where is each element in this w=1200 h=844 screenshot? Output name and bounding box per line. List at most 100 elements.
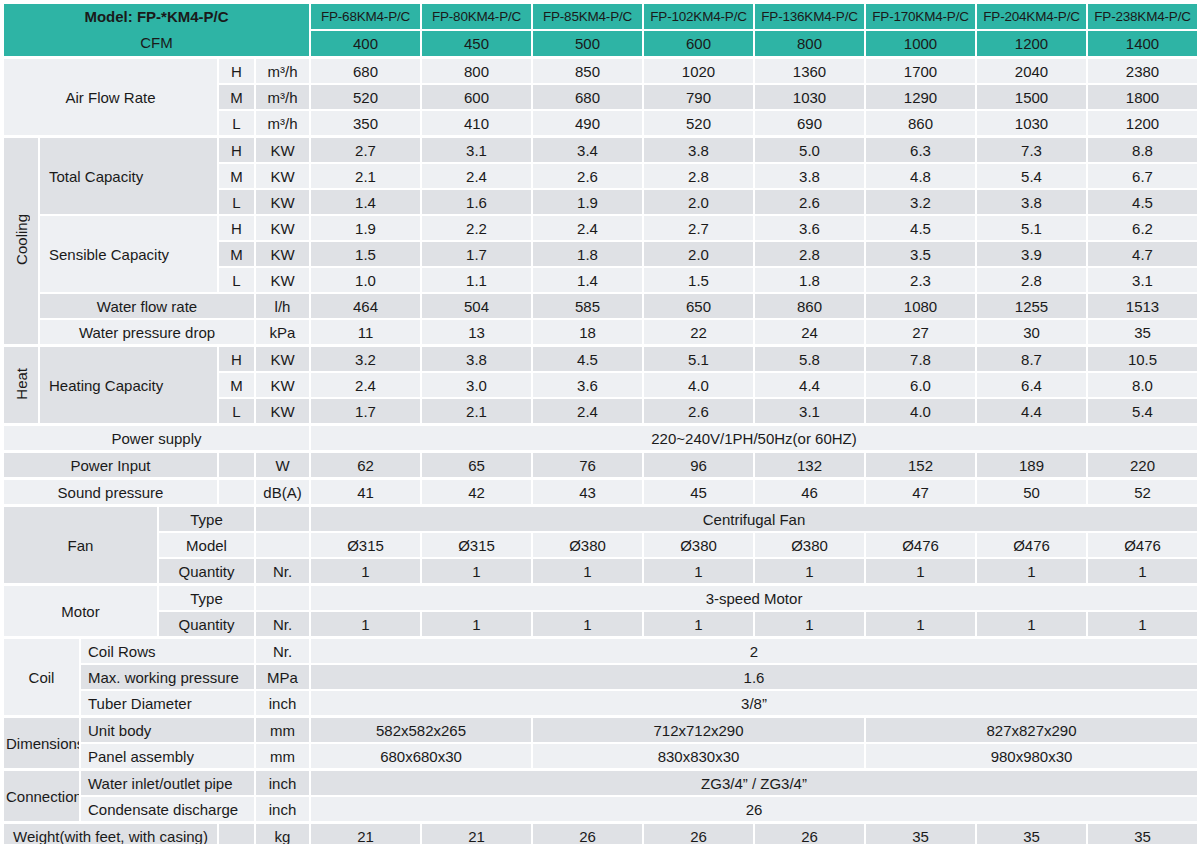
- value-cell: 26: [643, 823, 754, 844]
- value-cell: 7.3: [976, 137, 1087, 164]
- value-cell: 7.8: [865, 346, 976, 373]
- value-cell: 220: [1087, 452, 1198, 479]
- value-cell: 410: [421, 110, 532, 137]
- value-cell: 41: [310, 479, 421, 506]
- table-row-cooling-sensible-capacity-h: Sensible CapacityHKW1.92.22.42.73.64.55.…: [3, 215, 1198, 241]
- value-cell: 1030: [754, 84, 865, 110]
- speed-cell: M: [218, 84, 255, 110]
- value-cell: 6.4: [976, 372, 1087, 398]
- value-cell: 4.4: [754, 372, 865, 398]
- speed-cell: H: [218, 137, 255, 164]
- value-cell: 21: [421, 823, 532, 844]
- table-row-fan-quantity: QuantityNr.11111111: [3, 558, 1198, 585]
- value-cell: 2.2: [421, 215, 532, 241]
- value-cell: 13: [421, 319, 532, 346]
- row-label: Max. working pressure: [80, 664, 255, 690]
- value-cell: 27: [865, 319, 976, 346]
- group-label: Motor: [3, 585, 158, 638]
- value-cell: 1: [865, 611, 976, 638]
- unit-cell: dB(A): [255, 479, 310, 506]
- unit-cell: m³/h: [255, 58, 310, 85]
- value-cell: 5.4: [1087, 398, 1198, 425]
- value-cell: 62: [310, 452, 421, 479]
- unit-cell: KW: [255, 241, 310, 267]
- model-header-block: Model: FP-*KM4-P/C CFM: [3, 3, 310, 58]
- value-cell: 2.4: [310, 372, 421, 398]
- value-cell: 680: [532, 84, 643, 110]
- value-cell: 1: [310, 558, 421, 585]
- table-row-air-flow-rate-h: Air Flow RateHm³/h6808008501020136017002…: [3, 58, 1198, 85]
- value-cell: 1.1: [421, 267, 532, 293]
- unit-cell: kPa: [255, 319, 310, 346]
- cfm-value-cell: 1000: [865, 30, 976, 58]
- table-row-motor-quantity: QuantityNr.11111111: [3, 611, 1198, 638]
- table-row-sound-pressure: Sound pressuredB(A)4142434546475052: [3, 479, 1198, 506]
- rotated-group-label-text: Heat: [14, 368, 29, 400]
- table-row-motor-type: MotorType3-speed Motor: [3, 585, 1198, 612]
- value-cell: 1: [643, 611, 754, 638]
- unit-cell: KW: [255, 398, 310, 425]
- merged-value-cell: 582x582x265: [310, 717, 532, 744]
- value-cell: 8.8: [1087, 137, 1198, 164]
- value-cell: 1.5: [310, 241, 421, 267]
- value-cell: 35: [1087, 823, 1198, 844]
- value-cell: 1800: [1087, 84, 1198, 110]
- value-cell: 1: [310, 611, 421, 638]
- cfm-row-label: CFM: [4, 30, 309, 56]
- value-cell: 96: [643, 452, 754, 479]
- value-cell: 1: [865, 558, 976, 585]
- value-cell: 860: [865, 110, 976, 137]
- value-cell: 42: [421, 479, 532, 506]
- unit-cell: KW: [255, 137, 310, 164]
- table-row-connection-water-inlet-outlet-pipe: ConnectionWater inlet/outlet pipeinchZG3…: [3, 770, 1198, 797]
- value-cell: 1513: [1087, 293, 1198, 319]
- value-cell: Ø476: [1087, 532, 1198, 558]
- unit-cell: KW: [255, 372, 310, 398]
- value-cell: 1.7: [421, 241, 532, 267]
- value-cell: 1: [1087, 611, 1198, 638]
- unit-cell: inch: [255, 796, 310, 823]
- value-cell: 3.8: [976, 189, 1087, 215]
- cfm-value-cell: 450: [421, 30, 532, 58]
- value-cell: 3.1: [754, 398, 865, 425]
- model-column-header: FP-136KM4-P/C: [754, 3, 865, 30]
- unit-cell: KW: [255, 215, 310, 241]
- value-cell: 4.4: [976, 398, 1087, 425]
- speed-cell: H: [218, 215, 255, 241]
- value-cell: 1.5: [643, 267, 754, 293]
- value-cell: 10.5: [1087, 346, 1198, 373]
- table-row-coil-rows: CoilCoil RowsNr.2: [3, 638, 1198, 665]
- value-cell: 1.4: [310, 189, 421, 215]
- value-cell: 50: [976, 479, 1087, 506]
- cfm-value-cell: 1200: [976, 30, 1087, 58]
- table-row-cooling-total-capacity-h: CoolingTotal CapacityHKW2.73.13.43.85.06…: [3, 137, 1198, 164]
- value-cell: 1: [1087, 558, 1198, 585]
- value-cell: 2.8: [643, 163, 754, 189]
- value-cell: 5.8: [754, 346, 865, 373]
- group-label: Coil: [3, 638, 80, 717]
- row-label: Tuber Diameter: [80, 690, 255, 717]
- value-cell: 2.4: [421, 163, 532, 189]
- value-cell: 790: [643, 84, 754, 110]
- value-cell: 4.0: [865, 398, 976, 425]
- value-cell: 1: [421, 558, 532, 585]
- value-cell: 4.0: [643, 372, 754, 398]
- cfm-value-cell: 600: [643, 30, 754, 58]
- group-label: Cooling: [3, 137, 39, 346]
- value-cell: 6.7: [1087, 163, 1198, 189]
- table-row-power-supply: Power supply220~240V/1PH/50Hz(or 60HZ): [3, 425, 1198, 452]
- merged-value-cell: 980x980x30: [865, 743, 1198, 770]
- speed-cell: M: [218, 163, 255, 189]
- speed-cell: L: [218, 189, 255, 215]
- value-cell: 1500: [976, 84, 1087, 110]
- model-column-header: FP-85KM4-P/C: [532, 3, 643, 30]
- unit-cell: Nr.: [255, 611, 310, 638]
- value-cell: 350: [310, 110, 421, 137]
- table-row-power-input: Power InputW62657696132152189220: [3, 452, 1198, 479]
- value-cell: Ø476: [865, 532, 976, 558]
- value-cell: Ø315: [421, 532, 532, 558]
- value-cell: 850: [532, 58, 643, 85]
- value-cell: 3.2: [865, 189, 976, 215]
- merged-value-cell: 3-speed Motor: [310, 585, 1198, 612]
- row-label: Power Input: [3, 452, 218, 479]
